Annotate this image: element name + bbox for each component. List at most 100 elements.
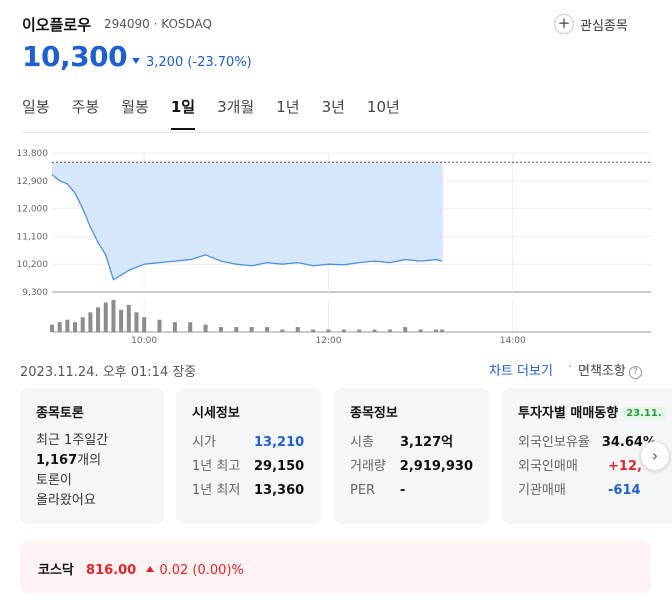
volume-bar xyxy=(218,327,223,332)
tabs-divider xyxy=(22,132,650,133)
discussion-line2: 1,167개의 xyxy=(36,451,148,471)
tab-1year[interactable]: 1년 xyxy=(276,98,300,116)
date-badge: 23.11. xyxy=(622,407,666,420)
volume-bar xyxy=(126,304,131,332)
tab-1day[interactable]: 1일 xyxy=(170,96,196,130)
info-icon: ? xyxy=(628,366,642,379)
info-key: 거래량 xyxy=(350,459,386,474)
volume-bar xyxy=(96,307,101,332)
investor-title: 투자자별 매매동향 xyxy=(518,406,619,421)
x-tick-label: 12:00 xyxy=(315,336,341,346)
tab-weekly[interactable]: 주봉 xyxy=(71,98,100,116)
info-row: 거래량 2,919,930 xyxy=(350,455,473,479)
stock-name: 이오플로우 xyxy=(22,16,92,34)
y-tick-label: 12,000 xyxy=(17,205,49,215)
kebab-menu-icon[interactable]: ⋮ xyxy=(668,15,672,33)
tab-daily[interactable]: 일봉 xyxy=(22,98,50,116)
discussion-line4: 올라왔어요 xyxy=(36,493,96,508)
up-arrow-icon xyxy=(146,566,155,572)
discussion-line3: 토론이 xyxy=(36,473,72,488)
quote-key: 1년 최고 xyxy=(192,459,241,474)
x-tick-label: 14:00 xyxy=(500,336,526,346)
volume-bar xyxy=(440,329,445,332)
volume-bar xyxy=(88,312,93,332)
discussion-card[interactable]: 종목토론 최근 1주일간 1,167개의 토론이 올라왔어요 xyxy=(20,388,164,524)
price-change: 3,200 (-23.70%) xyxy=(132,55,252,70)
volume-bar xyxy=(387,329,392,332)
volume-bar xyxy=(111,300,116,332)
info-key: PER xyxy=(350,483,376,498)
volume-bar xyxy=(433,329,438,332)
volume-bar xyxy=(341,329,346,332)
info-row: PER - xyxy=(350,479,473,503)
volume-bar xyxy=(234,327,239,332)
quote-card[interactable]: 시세정보 시가 13,210 1년 최고 29,150 1년 최저 13,360 xyxy=(176,388,321,524)
tab-10year[interactable]: 10년 xyxy=(366,98,400,116)
discussion-count-suffix: 개의 xyxy=(77,453,102,468)
volume-bar xyxy=(188,322,193,332)
favorite-label: 관심종목 xyxy=(580,18,628,34)
investor-key: 기관매매 xyxy=(518,483,566,498)
intraday-chart[interactable]: 13,800 12,900 12,000 11,100 10,200 9,300 10:00… xyxy=(0,140,672,350)
current-price: 10,300 xyxy=(22,40,128,73)
next-cards-button[interactable]: › xyxy=(640,441,670,471)
kosdaq-index-banner[interactable]: 코스닥 816.00 0.02 (0.00)% xyxy=(20,541,651,593)
x-tick-label: 10:00 xyxy=(131,336,157,346)
volume-bar xyxy=(73,322,78,332)
volume-bar xyxy=(65,319,70,332)
volume-bar xyxy=(265,327,270,332)
quote-value: 29,150 xyxy=(254,459,305,474)
volume-bar xyxy=(134,312,139,332)
investor-row: 기관매매 -614 xyxy=(518,479,656,503)
info-key: 시총 xyxy=(350,435,374,450)
volume-bar xyxy=(157,319,162,332)
volume-bar xyxy=(80,317,85,332)
investor-key: 외국인매매 xyxy=(518,459,578,474)
price-change-value: 3,200 (-23.70%) xyxy=(146,55,252,70)
quote-row: 시가 13,210 xyxy=(192,431,305,455)
quote-row: 1년 최저 13,360 xyxy=(192,479,305,503)
y-tick-label: 13,800 xyxy=(17,149,49,159)
timestamp: 2023.11.24. 오후 01:14 장중 xyxy=(20,365,197,380)
quote-row: 1년 최고 29,150 xyxy=(192,455,305,479)
volume-bar xyxy=(326,329,331,332)
index-value: 816.00 xyxy=(86,563,137,578)
card-title: 시세정보 xyxy=(192,406,240,421)
investor-card[interactable]: 투자자별 매매동향 23.11. 외국인보유율 34.64% 외국인매매 +12, 기… xyxy=(502,388,672,524)
tab-monthly[interactable]: 월봉 xyxy=(121,98,149,116)
investor-row: 외국인매매 +12, xyxy=(518,455,656,479)
tab-3month[interactable]: 3개월 xyxy=(217,98,255,116)
card-title: 종목정보 xyxy=(350,406,398,421)
plus-icon: + xyxy=(554,14,574,34)
y-tick-label: 11,100 xyxy=(17,232,49,242)
y-tick-label: 12,900 xyxy=(17,177,49,187)
volume-bar xyxy=(280,329,285,332)
separator: · xyxy=(568,360,573,375)
period-tabs: 일봉 주봉 월봉 1일 3개월 1년 3년 10년 xyxy=(22,96,672,132)
volume-bar xyxy=(295,327,300,332)
disclaimer-label: 면책조항 xyxy=(578,364,626,379)
volume-bar xyxy=(119,309,124,332)
card-title: 투자자별 매매동향 23.11. xyxy=(518,402,666,421)
quote-value: 13,360 xyxy=(254,483,305,498)
stock-code-market: 294090 · KOSDAQ xyxy=(104,17,212,31)
stock-info-card[interactable]: 종목정보 시총 3,127억 거래량 2,919,930 PER - xyxy=(334,388,489,524)
down-arrow-icon xyxy=(132,58,140,64)
stock-header: 이오플로우 294090 · KOSDAQ + 관심종목 ⋮ xyxy=(22,14,672,36)
add-favorite-button[interactable]: + 관심종목 xyxy=(554,14,628,34)
volume-bar xyxy=(142,317,147,332)
discussion-count: 1,167 xyxy=(36,453,78,468)
volume-bar xyxy=(249,327,254,332)
investor-key: 외국인보유율 xyxy=(518,435,590,450)
disclaimer-link[interactable]: 면책조항? xyxy=(578,360,642,379)
quote-key: 시가 xyxy=(192,435,216,450)
tab-3year[interactable]: 3년 xyxy=(321,98,345,116)
volume-bar xyxy=(103,302,108,332)
volume-bar xyxy=(403,327,408,332)
price-area xyxy=(52,162,443,280)
info-value: 2,919,930 xyxy=(399,459,473,474)
index-name: 코스닥 xyxy=(38,563,74,578)
info-value: 3,127억 xyxy=(400,435,454,450)
volume-bar xyxy=(203,324,208,332)
chart-more-link[interactable]: 차트 더보기 xyxy=(489,364,553,379)
